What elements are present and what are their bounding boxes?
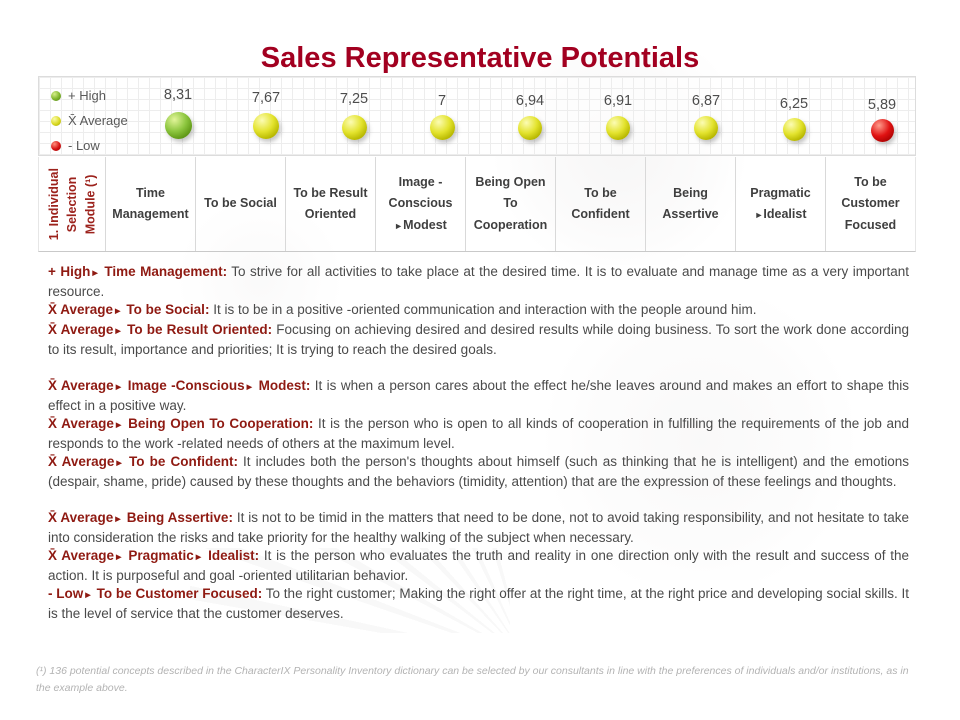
legend-label: + High <box>68 88 106 103</box>
point-value-label: 7,67 <box>251 89 281 106</box>
chart-point-2: 7,67 <box>236 77 296 155</box>
point-value-label: 8,31 <box>163 87 193 103</box>
chart-legend: + High X̄ Average - Low <box>51 83 128 158</box>
point-value-label: 6,94 <box>515 92 545 109</box>
chart-point-5: 6,94 <box>500 77 560 155</box>
description-group-1: + High► Time Management: To strive for a… <box>48 263 909 359</box>
column-header-5: Being Open To Cooperation <box>466 157 556 251</box>
point-value-label: 5,89 <box>867 97 897 114</box>
potential-ball-low <box>870 118 894 142</box>
triangle-arrow-glyph: ► <box>83 590 93 601</box>
column-header-label: To be Social <box>204 196 277 211</box>
description-group-2: X̄ Average► Image -Conscious► Modest: It… <box>48 377 909 491</box>
point-value-label: 6,91 <box>603 92 633 109</box>
page-title: Sales Representative Potentials <box>260 42 700 74</box>
description-lead: X̄ Average► Pragmatic► Idealist: <box>48 548 260 563</box>
column-header-label: Time Management <box>112 185 189 221</box>
competency-header-row: 1. Individual Selection Module (¹) Time … <box>38 157 916 252</box>
triangle-arrow-glyph: ► <box>114 552 124 563</box>
triangle-arrow-glyph: ► <box>244 382 255 393</box>
description-lead: + High► Time Management: <box>48 264 228 279</box>
description-item: X̄ Average► Pragmatic► Idealist: It is t… <box>48 548 910 583</box>
description-item: X̄ Average► To be Result Oriented: Focus… <box>48 322 909 357</box>
triangle-arrow-glyph: ► <box>113 420 124 431</box>
triangle-arrow-glyph: ► <box>113 382 124 393</box>
potential-ball-average <box>429 115 455 141</box>
legend-item-low: - Low <box>51 133 128 158</box>
potentials-chart: + High X̄ Average - Low 8,31 7,67 7,25 7 6,94 6… <box>38 76 916 156</box>
chart-point-4: 7 <box>412 77 472 155</box>
footnote: (¹) 136 potential concepts described in … <box>36 665 909 694</box>
point-value-label: 7 <box>437 92 447 109</box>
description-item: + High► Time Management: To strive for a… <box>48 264 909 299</box>
description-lead: X̄ Average► Being Open To Cooperation: <box>48 416 314 431</box>
description-item: X̄ Average► To be Confident: It includes… <box>48 454 909 489</box>
potential-ball-average <box>606 116 630 141</box>
column-header-label: To be Result Oriented <box>293 185 368 221</box>
description-item: X̄ Average► Being Assertive: It is not t… <box>48 510 909 545</box>
potential-ball-average <box>341 114 367 140</box>
module-header-cell: 1. Individual Selection Module (¹) <box>39 157 106 251</box>
chart-point-6: 6,91 <box>588 77 648 155</box>
column-header-label: Being Open To Cooperation <box>473 175 548 232</box>
column-header-8: Pragmatic ►Idealist <box>736 157 826 251</box>
column-header-label: Image -Conscious ►Modest <box>388 175 453 232</box>
description-lead: - Low► To be Customer Focused: <box>48 586 263 601</box>
description-lead: X̄ Average► To be Confident: <box>48 454 238 469</box>
chart-point-9: 5,89 <box>852 77 912 155</box>
column-header-3: To be Result Oriented <box>286 157 376 251</box>
high-ball-icon <box>51 90 61 101</box>
point-value-label: 7,25 <box>339 91 369 108</box>
potential-ball-average <box>518 116 542 140</box>
triangle-arrow-glyph: ► <box>193 552 204 563</box>
description-item: X̄ Average► To be Social: It is to be in… <box>48 302 757 317</box>
column-header-9: To be Customer Focused <box>826 157 915 251</box>
triangle-arrow-glyph: ► <box>114 458 124 469</box>
average-ball-icon <box>51 115 61 126</box>
description-item: X̄ Average► Being Open To Cooperation: I… <box>48 416 909 451</box>
point-value-label: 6,25 <box>779 95 809 112</box>
column-header-7: Being Assertive <box>646 157 736 251</box>
triangle-arrow-glyph: ► <box>113 306 123 317</box>
potential-ball-average <box>253 113 279 140</box>
description-item: - Low► To be Customer Focused: To the ri… <box>48 586 910 621</box>
competency-columns: Time Management To be Social To be Result … <box>106 157 915 251</box>
legend-item-high: + High <box>51 83 128 108</box>
column-header-1: Time Management <box>106 157 196 251</box>
description-lead: X̄ Average► Image -Conscious► Modest: <box>48 378 311 393</box>
column-header-label: Being Assertive <box>662 185 719 221</box>
chart-point-7: 6,87 <box>676 77 736 155</box>
triangle-arrow-glyph: ► <box>754 210 764 220</box>
description-lead: X̄ Average► To be Result Oriented: <box>48 322 273 337</box>
description-item: X̄ Average► Image -Conscious► Modest: It… <box>48 378 909 413</box>
description-lead: X̄ Average► To be Social: <box>48 302 210 317</box>
chart-point-1: 8,31 <box>148 77 208 155</box>
descriptions: + High► Time Management: To strive for a… <box>48 263 909 641</box>
triangle-arrow-glyph: ► <box>113 326 124 337</box>
column-header-label: To be Confident <box>571 185 630 221</box>
potential-ball-average <box>782 118 806 142</box>
column-header-4: Image -Conscious ►Modest <box>376 157 466 251</box>
description-group-3: X̄ Average► Being Assertive: It is not t… <box>48 509 909 623</box>
point-value-label: 6,87 <box>691 93 721 110</box>
potential-ball-average <box>694 116 718 141</box>
triangle-arrow-glyph: ► <box>394 220 404 231</box>
column-header-label: Pragmatic ►Idealist <box>750 185 811 221</box>
description-lead: X̄ Average► Being Assertive: <box>48 510 233 525</box>
triangle-arrow-glyph: ► <box>90 268 100 279</box>
legend-label: - Low <box>68 138 100 153</box>
column-header-label: To be Customer Focused <box>841 175 900 232</box>
potential-ball-high <box>164 111 192 139</box>
triangle-arrow-glyph: ► <box>113 514 123 525</box>
column-header-6: To be Confident <box>556 157 646 251</box>
legend-label: X̄ Average <box>68 113 128 128</box>
low-ball-icon <box>51 140 61 151</box>
chart-point-3: 7,25 <box>324 77 384 155</box>
module-header-label: 1. Individual Selection Module (¹) <box>46 167 98 241</box>
column-header-2: To be Social <box>196 157 286 251</box>
chart-point-8: 6,25 <box>764 77 824 155</box>
legend-item-average: X̄ Average <box>51 108 128 133</box>
